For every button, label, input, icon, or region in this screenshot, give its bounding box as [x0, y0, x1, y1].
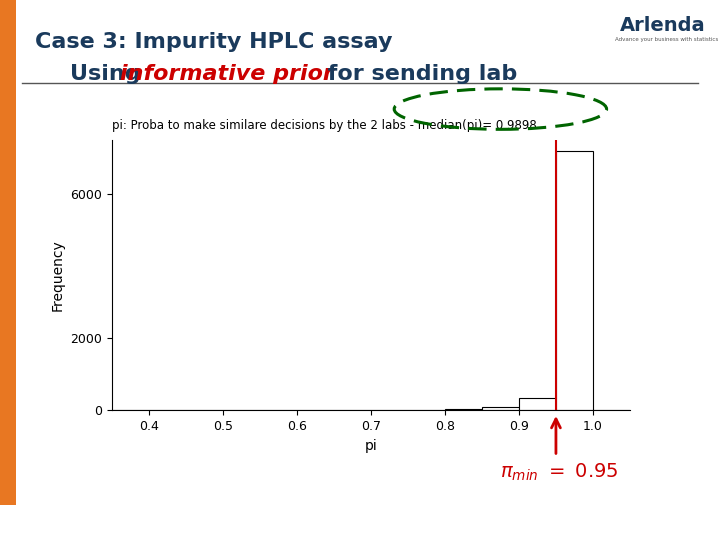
- Y-axis label: Frequency: Frequency: [50, 240, 65, 311]
- X-axis label: pi: pi: [364, 438, 377, 453]
- Text: 22: 22: [29, 515, 50, 530]
- Text: Using: Using: [70, 64, 148, 84]
- Text: Case 3: Impurity HPLC assay: Case 3: Impurity HPLC assay: [35, 32, 392, 52]
- Text: informative prior: informative prior: [120, 64, 334, 84]
- Bar: [445, 409, 482, 410]
- Bar: [556, 151, 593, 410]
- Text: $\pi_{min}$$\ =\ 0.95$: $\pi_{min}$$\ =\ 0.95$: [500, 462, 618, 483]
- Bar: [519, 398, 556, 410]
- Text: Advance your business with statistics: Advance your business with statistics: [615, 37, 719, 42]
- Bar: [482, 407, 519, 410]
- Text: Arlenda: Arlenda: [620, 16, 706, 35]
- Text: pi: Proba to make similare decisions by the 2 labs - median(pi)= 0.9898: pi: Proba to make similare decisions by …: [112, 119, 536, 132]
- Text: for sending lab: for sending lab: [320, 64, 517, 84]
